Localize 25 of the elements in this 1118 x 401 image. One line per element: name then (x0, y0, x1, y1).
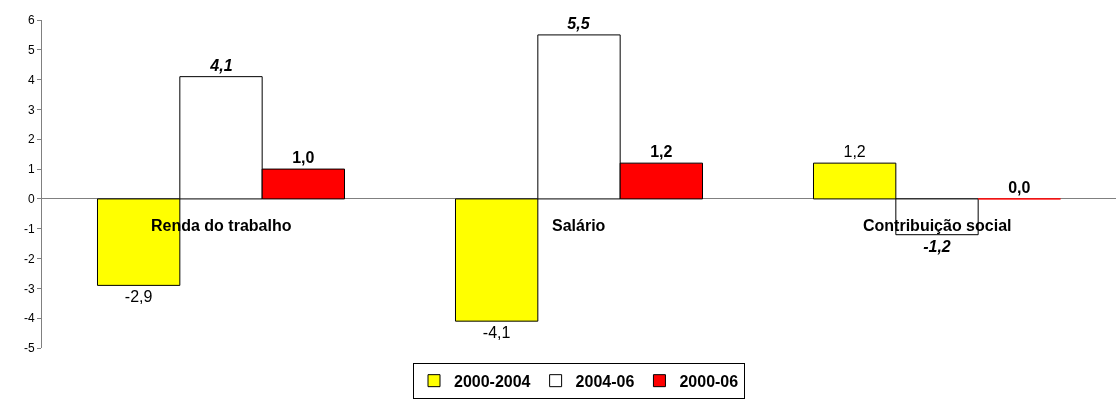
data-label: 1,2 (843, 143, 866, 161)
data-label: -2,9 (124, 288, 153, 306)
legend-label: 2000-2004 (454, 372, 531, 390)
data-label: 4,1 (209, 56, 233, 74)
y-tick-label: -2 (23, 251, 35, 266)
y-tick-label: 0 (27, 192, 35, 207)
data-label: 0,0 (1008, 178, 1031, 196)
y-tick-label: -1 (23, 221, 35, 236)
data-label: -4,1 (482, 324, 511, 342)
y-tick-label: -4 (23, 311, 35, 326)
data-label: 5,5 (567, 14, 591, 32)
data-label: 1,2 (650, 143, 673, 161)
y-tick-label: 4 (27, 72, 35, 87)
data-label: 1,0 (292, 149, 315, 167)
y-tick-label: -3 (23, 281, 35, 296)
x-tick-label: Salário (552, 217, 606, 234)
y-tick-label: 1 (27, 162, 35, 177)
y-tick-label: 5 (27, 43, 35, 58)
legend-label: 2004-06 (575, 372, 635, 390)
y-tick-label: 2 (27, 132, 35, 147)
y-tick-label: 6 (27, 13, 35, 28)
y-tick-label: 3 (27, 102, 35, 117)
y-tick-label: -5 (23, 341, 35, 356)
legend-label: 2000-06 (679, 372, 739, 390)
data-label: -1,2 (923, 237, 951, 255)
